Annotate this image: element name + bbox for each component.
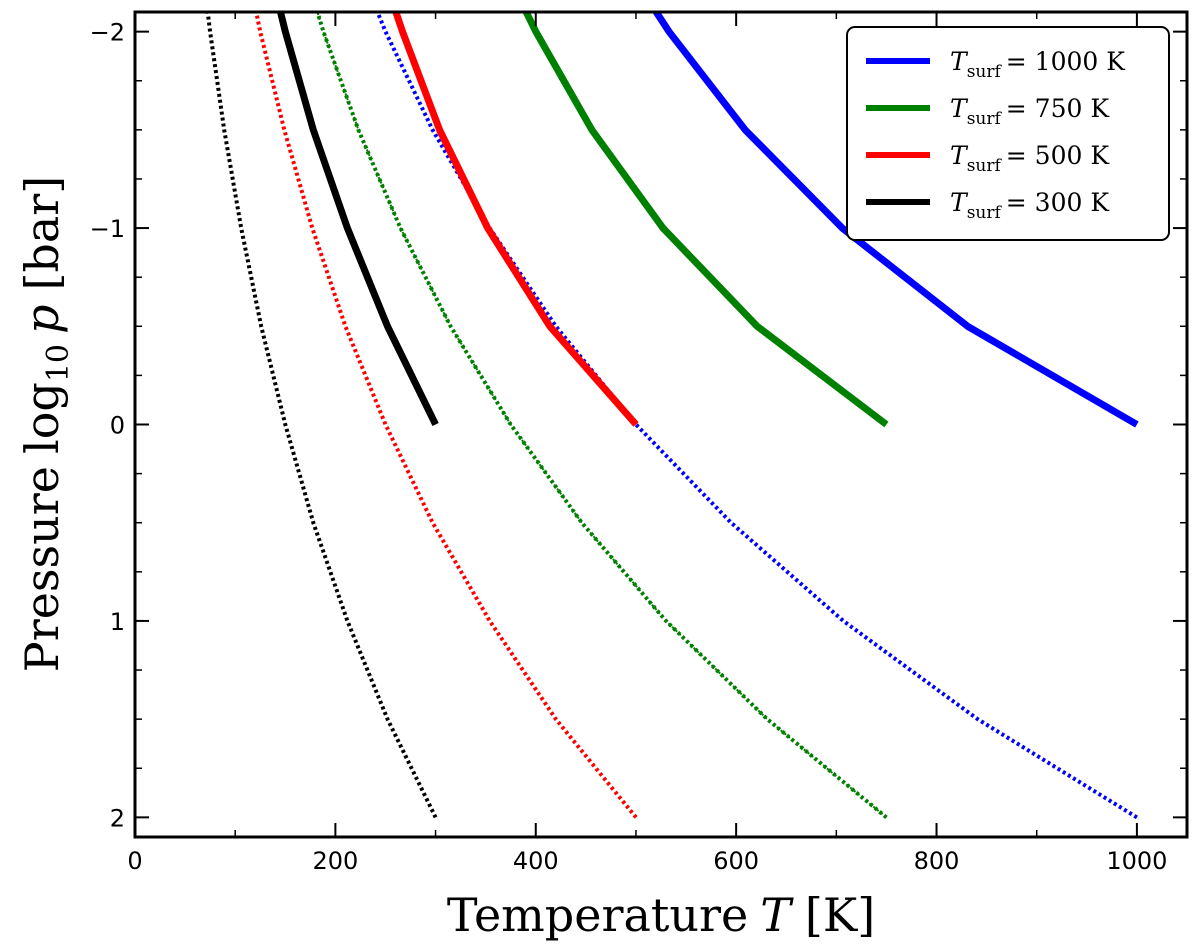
legend-label-0: Tsurf = 1000 K — [950, 47, 1126, 82]
x-tick-label: 1000 — [1106, 847, 1167, 875]
series-0-solid-line — [652, 12, 1139, 428]
legend-label-sub: surf — [967, 203, 1003, 223]
y-axis-label-symbol: p — [15, 305, 69, 334]
legend-label-var: T — [950, 47, 969, 76]
x-tick-label: 600 — [713, 847, 759, 875]
y-axis-label-unit: [bar] — [15, 176, 69, 291]
y-tick-label: −2 — [90, 19, 125, 47]
legend-label-3: Tsurf = 300 K — [950, 188, 1110, 223]
x-tick-label: 800 — [914, 847, 960, 875]
legend-label-sub: surf — [967, 109, 1003, 129]
y-tick-label: −1 — [90, 215, 125, 243]
series-3-solid-line — [276, 12, 439, 427]
series-3-dotted-line — [205, 12, 438, 819]
series-2-solid-line — [392, 12, 639, 427]
series-2-dotted-line — [254, 12, 638, 819]
legend-label-2: Tsurf = 500 K — [950, 141, 1110, 176]
y-axis-label-log: log — [15, 382, 69, 454]
y-tick-label: 1 — [110, 608, 125, 636]
series-0-dotted-line — [375, 12, 1138, 820]
x-tick-label: 200 — [312, 847, 358, 875]
axis-ticks: 0 200 400 600 800 1000 −2 −1 0 1 2 — [90, 12, 1187, 875]
series-1-dotted-overlay — [316, 12, 888, 819]
legend-label-sub: surf — [967, 156, 1003, 176]
y-tick-label: 2 — [110, 804, 125, 832]
legend-label-var: T — [950, 141, 969, 170]
legend-label-var: T — [950, 94, 969, 123]
legend-label-value: = 300 K — [1006, 188, 1111, 217]
legend-label-1: Tsurf = 750 K — [950, 94, 1110, 129]
series-1-dotted-line — [315, 12, 888, 819]
y-tick-label: 0 — [110, 412, 125, 440]
legend-box — [846, 26, 1170, 241]
legend-label-value: = 1000 K — [1006, 47, 1126, 76]
x-tick-label: 0 — [127, 847, 142, 875]
plot-lines — [205, 12, 1139, 820]
legend-label-value: = 750 K — [1006, 94, 1111, 123]
x-axis-label-unit: [K] — [805, 888, 875, 942]
y-axis-label: Pressure log10 p [bar] — [15, 176, 76, 672]
y-axis-label-text: Pressure — [15, 466, 69, 672]
x-axis-label: Temperature T [K] — [447, 888, 875, 942]
legend-label-sub: surf — [967, 62, 1003, 82]
y-axis-label-sub: 10 — [41, 344, 76, 382]
series-1-solid-line — [522, 12, 889, 428]
x-axis-label-symbol: T — [760, 888, 794, 942]
legend-label-var: T — [950, 188, 969, 217]
x-axis-label-text: Temperature — [447, 888, 748, 942]
legend-label-value: = 500 K — [1006, 141, 1111, 170]
x-tick-label: 400 — [513, 847, 559, 875]
